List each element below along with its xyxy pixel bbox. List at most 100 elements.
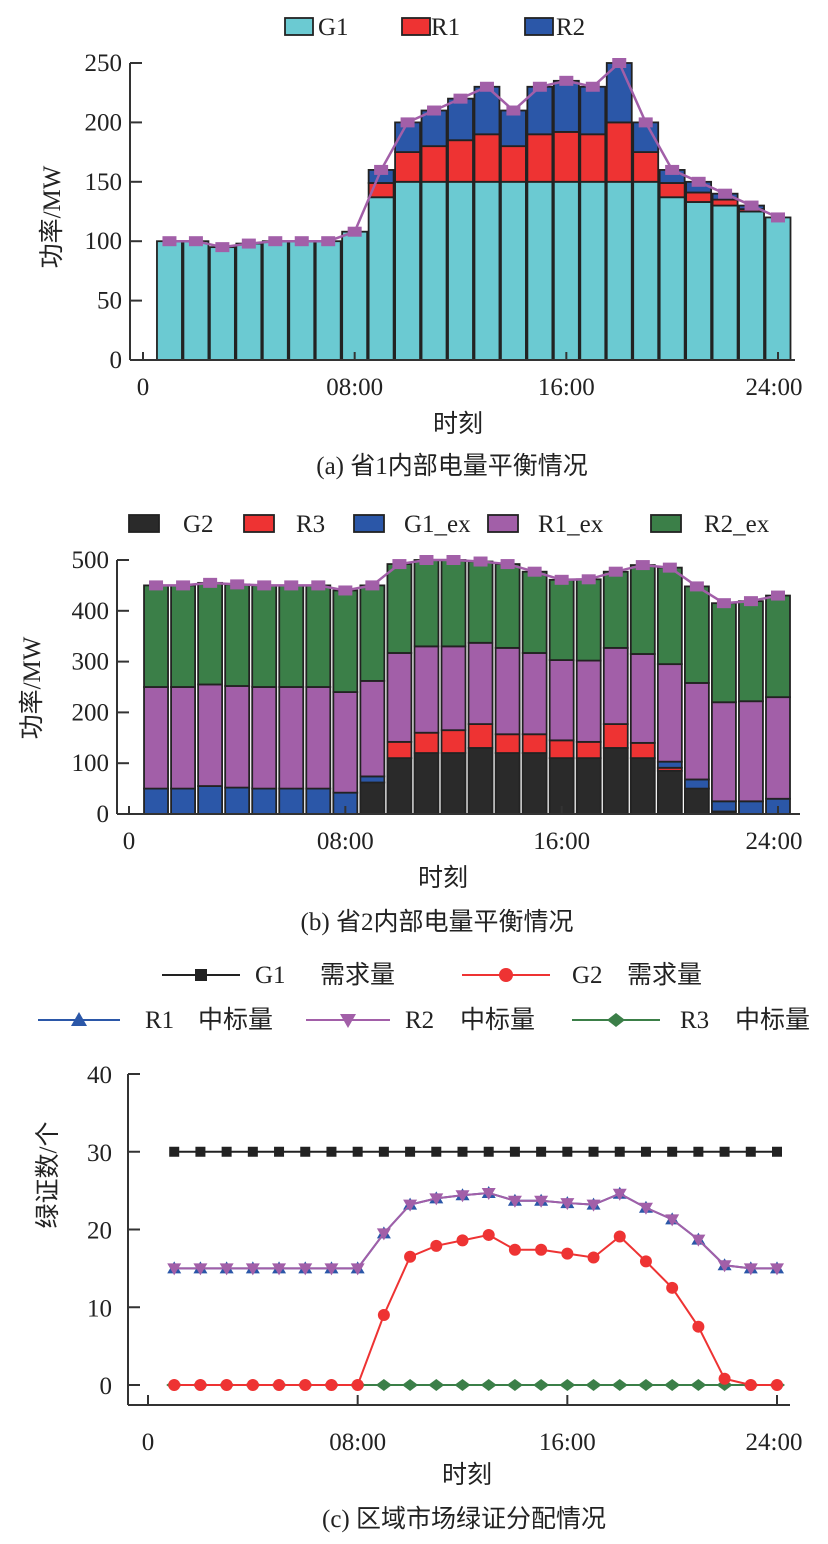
x-tick-label: 08:00 bbox=[317, 828, 374, 855]
bar-segment-r2_ex bbox=[278, 584, 305, 688]
bar-stack bbox=[629, 564, 656, 815]
total-point bbox=[392, 559, 407, 570]
data-point bbox=[428, 1379, 445, 1391]
total-point bbox=[744, 200, 759, 211]
bar-segment-r1_ex bbox=[738, 700, 764, 803]
bar-segment-r3 bbox=[575, 740, 602, 760]
data-point bbox=[247, 1146, 258, 1157]
data-point bbox=[324, 1263, 339, 1276]
data-point bbox=[588, 1146, 599, 1157]
bar-stack bbox=[314, 240, 342, 361]
bar-segment-g2 bbox=[656, 769, 683, 815]
series-r1 bbox=[167, 1185, 784, 1274]
bar-segment-r2_ex bbox=[494, 563, 521, 649]
legend-item-g1_ex: G1_ex bbox=[353, 511, 471, 538]
total-point bbox=[500, 559, 515, 570]
legend-marker bbox=[195, 969, 207, 981]
data-point bbox=[377, 1309, 390, 1322]
bar-stack bbox=[548, 578, 575, 815]
y-tick-label: 500 bbox=[72, 547, 110, 574]
data-point bbox=[640, 1146, 651, 1157]
bar-segment-r3 bbox=[629, 741, 656, 760]
bar-segment-r1_ex bbox=[251, 686, 278, 790]
bar-stack bbox=[332, 589, 359, 815]
x-tick-label: 08:00 bbox=[326, 374, 383, 401]
bar-segment-r1_ex bbox=[305, 686, 332, 790]
bar-segment-g1 bbox=[711, 204, 739, 361]
data-point bbox=[718, 1372, 731, 1385]
chart-caption: (a) 省1内部电量平衡情况 bbox=[316, 452, 588, 480]
total-point bbox=[665, 164, 680, 175]
bar-segment-r1_ex bbox=[548, 659, 575, 742]
bar-segment-r3 bbox=[602, 723, 629, 749]
bar-segment-r2 bbox=[420, 109, 448, 148]
bar-segment-g2 bbox=[494, 752, 521, 815]
bar-segment-r2_ex bbox=[413, 559, 440, 648]
data-point bbox=[507, 1195, 522, 1208]
data-point bbox=[534, 1195, 549, 1208]
data-point bbox=[220, 1379, 233, 1391]
bar-segment-r2 bbox=[500, 109, 527, 148]
bar-segment-r2_ex bbox=[602, 570, 629, 649]
total-point bbox=[347, 226, 362, 237]
data-point bbox=[167, 1263, 182, 1276]
data-point bbox=[637, 1379, 654, 1391]
bar-segment-r2_ex bbox=[467, 560, 494, 644]
y-tick-label: 20 bbox=[87, 1218, 112, 1245]
data-point bbox=[326, 1146, 337, 1157]
data-point bbox=[455, 1190, 470, 1203]
bar-segment-g2 bbox=[683, 787, 710, 815]
bar-segment-r1_ex bbox=[521, 652, 548, 736]
total-point bbox=[446, 555, 461, 565]
bar-stack bbox=[341, 230, 369, 361]
bar-segment-g2 bbox=[386, 757, 413, 815]
x-tick-label: 24:00 bbox=[746, 1429, 803, 1456]
bar-segment-r1 bbox=[394, 151, 421, 183]
legend-label: G1 bbox=[255, 962, 286, 989]
data-point bbox=[194, 1379, 207, 1391]
data-point bbox=[272, 1263, 287, 1276]
data-point bbox=[482, 1228, 495, 1241]
data-point bbox=[454, 1379, 471, 1391]
legend-suffix: 中标量 bbox=[198, 1006, 273, 1034]
total-point bbox=[365, 580, 380, 591]
bar-segment-r1 bbox=[579, 133, 607, 183]
bar-segment-r1_ex bbox=[602, 646, 629, 725]
total-point bbox=[453, 93, 468, 104]
legend-suffix: 需求量 bbox=[320, 961, 395, 989]
legend-suffix: 中标量 bbox=[460, 1006, 535, 1034]
bar-segment-r1_ex bbox=[629, 653, 656, 744]
legend-label: R1 bbox=[431, 14, 460, 41]
bar-segment-g1 bbox=[235, 242, 263, 361]
data-point bbox=[560, 1198, 575, 1211]
bar-stack bbox=[467, 560, 494, 815]
axes bbox=[116, 560, 800, 815]
bar-segment-r1_ex bbox=[683, 682, 710, 781]
data-point bbox=[404, 1250, 417, 1263]
legend-item-r3: R3 bbox=[243, 511, 325, 538]
total-point bbox=[257, 580, 272, 591]
bar-segment-r1_ex bbox=[332, 691, 359, 794]
x-axis-label: 时刻 bbox=[418, 864, 468, 892]
legend-swatch bbox=[128, 514, 160, 533]
data-point bbox=[772, 1146, 782, 1157]
legend-item-r2: R2 中标量 bbox=[306, 1006, 535, 1034]
total-point bbox=[743, 596, 758, 607]
bar-segment-r1_ex bbox=[413, 645, 440, 734]
bar-segment-g2 bbox=[575, 757, 602, 815]
bar-segment-g2 bbox=[413, 752, 440, 815]
bar-stack bbox=[605, 62, 633, 361]
total-point bbox=[479, 81, 494, 92]
data-point bbox=[457, 1146, 468, 1157]
total-point bbox=[176, 580, 191, 591]
total-point bbox=[294, 236, 309, 247]
bar-segment-g1 bbox=[685, 201, 713, 361]
bar-stack bbox=[447, 97, 474, 361]
series-g1 bbox=[169, 1146, 782, 1157]
bar-segment-r1_ex bbox=[170, 686, 196, 790]
y-tick-label: 30 bbox=[87, 1140, 112, 1167]
total-point bbox=[771, 212, 785, 223]
bar-segment-g2 bbox=[440, 752, 467, 815]
y-axis-label: 功率/MW bbox=[18, 636, 46, 739]
data-point bbox=[613, 1230, 626, 1243]
